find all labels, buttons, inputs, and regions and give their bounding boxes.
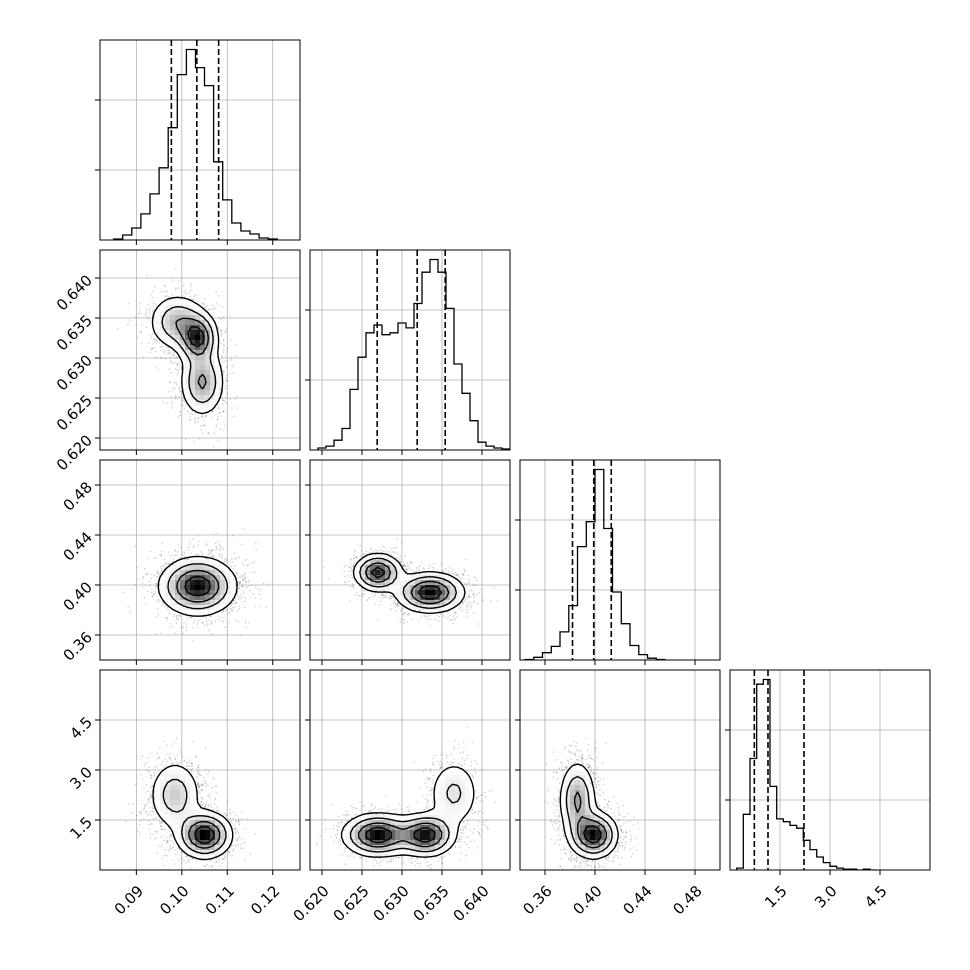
- histogram-panel: [725, 669, 931, 875]
- density-contour: [352, 552, 466, 614]
- axes-frame: [99, 39, 301, 241]
- x-tick-label: 0.635: [410, 882, 453, 925]
- x-tick-label: 0.640: [450, 882, 493, 925]
- y-tick-label: 0.640: [53, 271, 96, 314]
- y-tick-label: 0.36: [60, 628, 96, 664]
- y-tick-label: 0.620: [53, 431, 96, 474]
- scatter-panel: [515, 669, 721, 875]
- density-contour: [187, 326, 205, 348]
- x-tick-label: 3.0: [811, 882, 841, 912]
- scatter-panel: [305, 669, 511, 875]
- density-contour: [340, 766, 475, 858]
- x-tick-label: 0.630: [370, 882, 413, 925]
- gridlines: [310, 460, 510, 660]
- histogram-panel: [95, 39, 301, 245]
- density-contour: [365, 562, 450, 605]
- axes-frame: [309, 459, 511, 661]
- density-contour: [583, 825, 602, 844]
- density-contour: [167, 563, 229, 610]
- scatter-panel: [95, 249, 301, 455]
- gridlines: [520, 460, 720, 660]
- gridlines: [310, 250, 510, 450]
- scatter-panel: [95, 669, 301, 875]
- density-contour: [349, 783, 462, 853]
- density-contour: [188, 820, 221, 849]
- y-tick-label: 1.5: [66, 813, 96, 843]
- scatter-panel: [305, 459, 511, 665]
- histogram-panel: [515, 459, 721, 665]
- scatter-panel: [95, 459, 301, 665]
- x-tick-label: 0.12: [247, 882, 283, 918]
- x-tick-label: 0.11: [202, 882, 238, 918]
- gridlines: [520, 670, 720, 870]
- y-tick-label: 0.630: [53, 351, 96, 394]
- y-tick-label: 4.5: [66, 713, 96, 743]
- x-tick-label: 0.40: [569, 882, 605, 918]
- x-tick-label: 0.10: [156, 882, 192, 918]
- density-contour: [559, 763, 619, 861]
- x-tick-label: 0.620: [290, 882, 333, 925]
- density-contour: [157, 555, 238, 617]
- axes-frame: [309, 249, 511, 451]
- x-tick-label: 1.5: [761, 882, 791, 912]
- density-contour: [573, 791, 607, 849]
- y-tick-label: 0.48: [60, 478, 96, 514]
- histogram-step: [524, 468, 666, 660]
- y-tick-label: 3.0: [66, 763, 96, 793]
- y-tick-label: 0.40: [60, 578, 96, 614]
- gridlines: [730, 670, 930, 870]
- axes-frame: [519, 459, 721, 661]
- gridlines: [100, 40, 300, 240]
- y-tick-label: 0.44: [60, 528, 96, 564]
- density-contour: [176, 569, 220, 603]
- density-contour: [152, 764, 234, 861]
- density-fill: [155, 765, 236, 861]
- x-tick-label: 0.44: [619, 882, 655, 918]
- y-tick-label: 0.635: [53, 311, 96, 354]
- x-tick-label: 0.625: [330, 882, 373, 925]
- density-contour: [358, 822, 443, 848]
- density-fill: [150, 295, 226, 416]
- density-contour: [365, 826, 436, 844]
- histogram-step: [736, 678, 877, 870]
- density-contour: [151, 296, 224, 415]
- histogram-step: [112, 48, 278, 240]
- density-contour: [194, 826, 215, 844]
- axes-frame: [99, 249, 301, 451]
- density-contour: [175, 317, 209, 390]
- histogram-step: [317, 258, 510, 450]
- x-tick-label: 4.5: [861, 882, 891, 912]
- density-contour: [359, 557, 457, 609]
- x-tick-label: 0.48: [669, 882, 705, 918]
- density-contour: [162, 778, 227, 855]
- density-contour: [371, 566, 443, 600]
- y-tick-label: 0.625: [53, 391, 96, 434]
- x-tick-label: 0.09: [111, 882, 147, 918]
- histogram-panel: [305, 249, 511, 455]
- x-tick-label: 0.36: [519, 882, 555, 918]
- density-contour: [184, 575, 211, 597]
- density-contour: [161, 306, 217, 404]
- axes-frame: [99, 459, 301, 661]
- density-contour: [565, 775, 613, 854]
